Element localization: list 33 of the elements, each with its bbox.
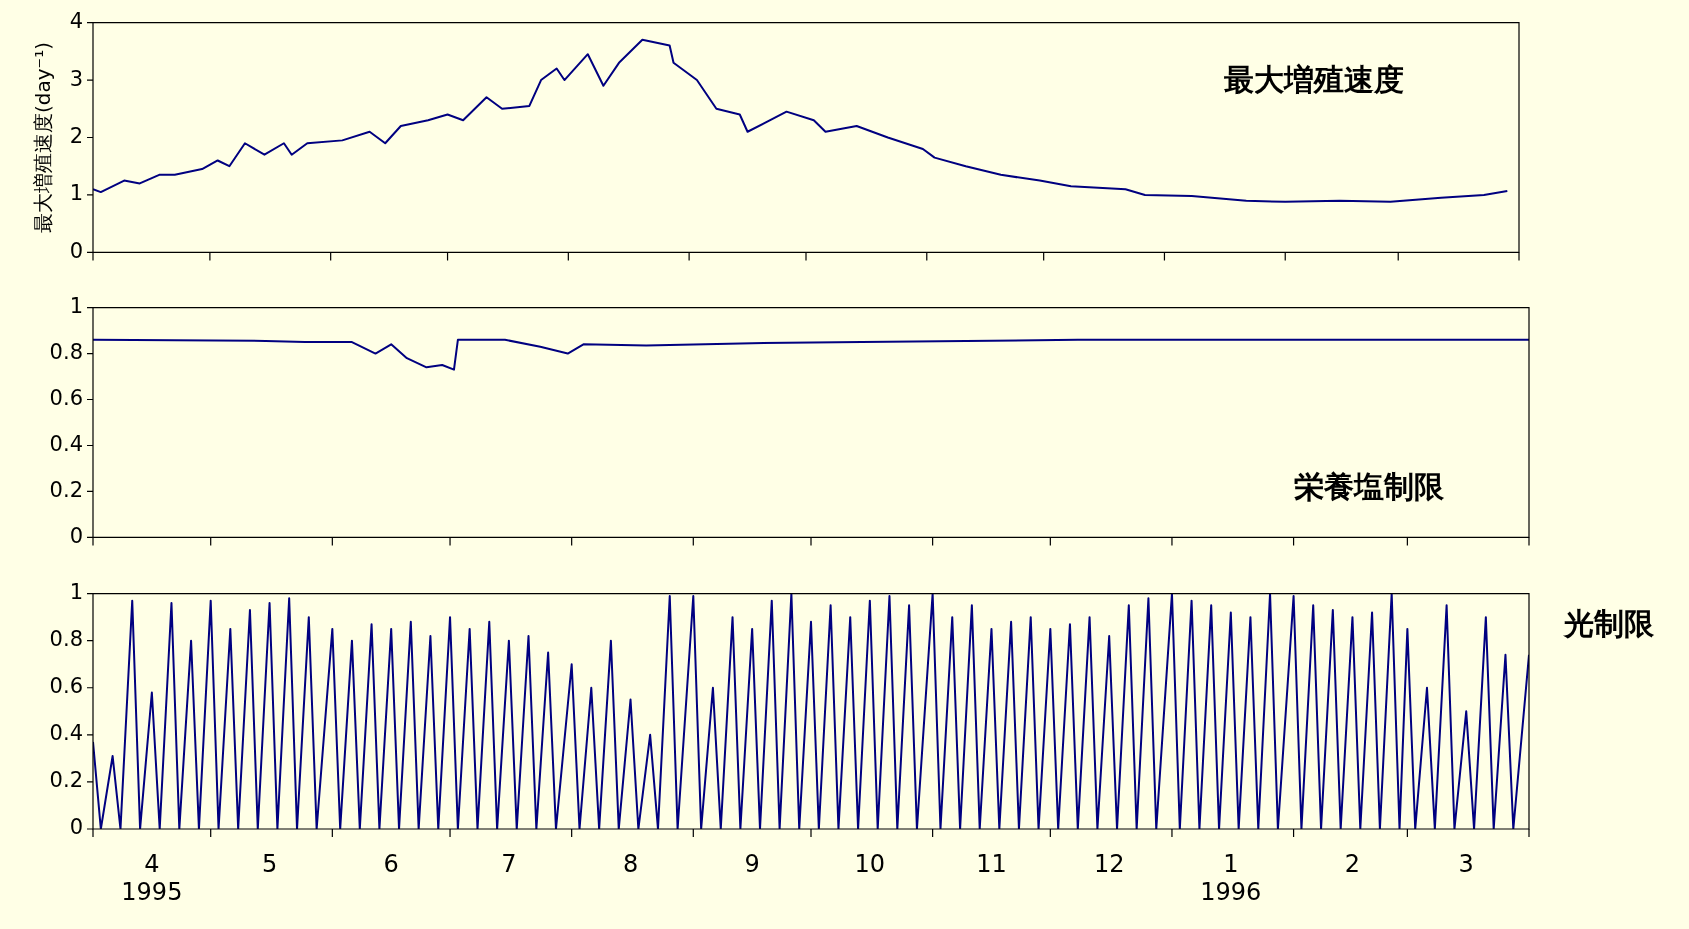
- y-tick-label: 0.6: [49, 674, 83, 699]
- y-tick-label: 0: [69, 815, 83, 840]
- x-tick-label: 8: [622, 849, 639, 878]
- x-tick-label: 1 1996: [1200, 849, 1262, 907]
- x-tick-label: 10: [854, 849, 886, 878]
- annotation: 栄養塩制限: [1294, 469, 1445, 505]
- x-tick-label: 3: [1458, 849, 1474, 878]
- y-tick-label: 1: [69, 294, 83, 319]
- y-tick-label: 0.4: [49, 431, 83, 456]
- x-tick-label: 5: [261, 849, 278, 878]
- text: 光制限: [1562, 606, 1655, 642]
- y-tick-label: 0.2: [49, 477, 83, 502]
- y-tick-label: 0.6: [49, 385, 83, 410]
- x-tick-label: 6: [383, 849, 399, 878]
- y-axis-title: 最大増殖速度(day⁻¹): [31, 42, 56, 233]
- y-tick-label: 1: [69, 181, 83, 206]
- y-tick-label: 3: [69, 66, 83, 91]
- y-tick-label: 0.8: [49, 340, 83, 365]
- x-tick-label: 12: [1093, 849, 1125, 878]
- y-tick-label: 1: [69, 580, 83, 605]
- annotation: 最大増殖速度: [1224, 62, 1404, 98]
- x-tick-label: 4 1995: [121, 849, 183, 907]
- y-tick-label: 4: [69, 9, 83, 34]
- x-tick-label: 7: [501, 849, 517, 878]
- x-tick-label: 2: [1344, 849, 1361, 878]
- y-tick-label: 2: [69, 123, 83, 148]
- y-tick-label: 0: [69, 238, 83, 263]
- x-tick-label: 11: [976, 849, 1007, 878]
- x-tick-label: 9: [744, 849, 760, 878]
- y-tick-label: 0: [69, 523, 83, 548]
- y-tick-label: 0.4: [49, 721, 83, 746]
- y-tick-label: 0.2: [49, 768, 83, 793]
- y-tick-label: 0.8: [49, 627, 83, 652]
